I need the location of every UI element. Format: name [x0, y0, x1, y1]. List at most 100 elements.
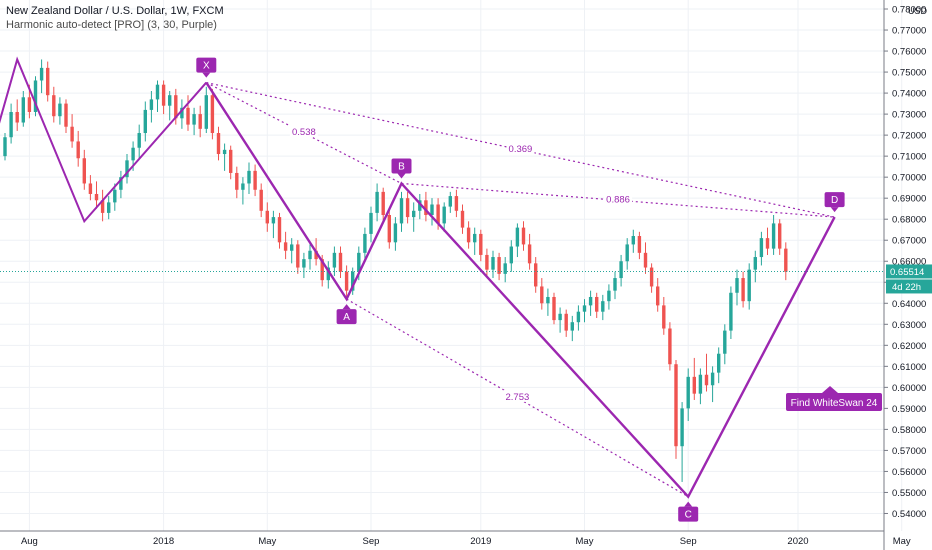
candle-body: [704, 374, 709, 386]
candle: [381, 187, 385, 222]
candle-body: [765, 238, 770, 249]
candle: [412, 202, 416, 232]
candle: [46, 61, 50, 102]
pattern-point-b[interactable]: B: [391, 158, 412, 179]
candle-body: [27, 97, 32, 113]
annotation-box: [786, 393, 882, 411]
candle: [100, 189, 105, 222]
candle-body: [534, 263, 538, 287]
candle: [302, 252, 306, 279]
candle: [296, 240, 300, 274]
y-tick-label: 0.59000: [892, 404, 926, 415]
candle: [119, 170, 123, 199]
candle-body: [46, 67, 50, 96]
candle: [607, 284, 611, 310]
candle-body: [399, 198, 404, 224]
candle: [723, 324, 727, 365]
candle: [70, 114, 74, 148]
candle-body: [302, 259, 306, 268]
indicator-legend[interactable]: Harmonic auto-detect [PRO] (3, 30, Purpl…: [6, 19, 217, 31]
candle-body: [174, 95, 178, 119]
pattern-point-c[interactable]: C: [678, 501, 699, 522]
y-tick-label: 0.68000: [892, 215, 926, 226]
candle-body: [527, 244, 532, 264]
candle: [265, 202, 269, 232]
y-tick-label: 0.69000: [892, 194, 926, 205]
pattern-point-a[interactable]: A: [336, 304, 357, 325]
candle-body: [259, 189, 263, 211]
pattern-point-d[interactable]: D: [824, 192, 845, 213]
candle-body: [155, 84, 160, 100]
candle-body: [143, 109, 147, 134]
x-tick-label: 2019: [470, 536, 491, 547]
last-price-tag[interactable]: 0.65514 4d 22h: [886, 264, 932, 294]
candle-body: [570, 322, 574, 331]
candle: [3, 133, 7, 161]
candle: [277, 212, 282, 249]
x-tick-label: May: [893, 536, 911, 547]
annotation-callout[interactable]: Find WhiteSwan 24: [786, 386, 882, 411]
candle: [625, 238, 629, 270]
candle-body: [424, 200, 428, 216]
candle: [637, 231, 642, 260]
candle: [515, 223, 520, 258]
candle: [351, 267, 355, 295]
candle-body: [656, 286, 660, 306]
candle: [509, 240, 513, 272]
candle-body: [15, 112, 19, 123]
candle: [271, 210, 276, 239]
candle-body: [564, 313, 568, 331]
candle-body: [710, 372, 715, 386]
ratio-label: 2.753: [506, 392, 530, 403]
candle-body: [58, 103, 62, 117]
time-axis[interactable]: Aug2018MaySep2019MaySep2020MaySep: [0, 530, 932, 547]
candle-body: [430, 204, 434, 216]
annotation-pointer: [822, 386, 838, 393]
y-tick-label: 0.63000: [892, 320, 926, 331]
pattern-point-badge: [336, 309, 357, 325]
candle: [534, 257, 538, 293]
candle-body: [491, 257, 495, 270]
candle-body: [381, 191, 385, 216]
x-tick-label: 2020: [787, 536, 808, 547]
pattern-point-pointer: [684, 501, 693, 507]
prior-swing-line: [0, 56, 208, 224]
candle: [161, 80, 166, 115]
pattern-point-label: A: [343, 312, 350, 323]
candle: [619, 254, 623, 287]
candle-body: [588, 296, 593, 306]
x-tick-label: May: [258, 536, 276, 547]
candle-body: [558, 313, 562, 321]
candle: [344, 265, 349, 297]
candle-body: [442, 206, 446, 224]
candle: [21, 90, 25, 127]
y-tick-label: 0.76000: [892, 47, 926, 58]
candle: [442, 202, 446, 232]
symbol-title[interactable]: New Zealand Dollar / U.S. Dollar, 1W, FX…: [6, 5, 224, 17]
candle-body: [149, 99, 154, 110]
candle: [393, 217, 398, 251]
price-axis[interactable]: 0.54000 0.55000 0.56000 0.57000 0.58000 0.590…: [883, 0, 932, 550]
candle-body: [412, 210, 416, 218]
candle-body: [448, 196, 452, 207]
candle: [527, 233, 532, 270]
candle-body: [344, 271, 349, 291]
candle: [717, 347, 721, 384]
candle: [631, 229, 635, 253]
y-tick-label: 0.73000: [892, 110, 926, 121]
candle-body: [601, 301, 605, 312]
pattern-point-x[interactable]: X: [196, 57, 217, 78]
candle-body: [283, 242, 288, 251]
candle: [497, 252, 501, 281]
candle-body: [637, 236, 642, 253]
candle-body: [613, 278, 617, 291]
candle: [137, 124, 141, 159]
candle: [387, 208, 391, 249]
candle: [143, 101, 147, 142]
candle-body: [113, 189, 117, 203]
candle-body: [643, 252, 648, 268]
candle-body: [387, 215, 391, 243]
candle-body: [582, 305, 587, 312]
candle: [558, 307, 562, 333]
